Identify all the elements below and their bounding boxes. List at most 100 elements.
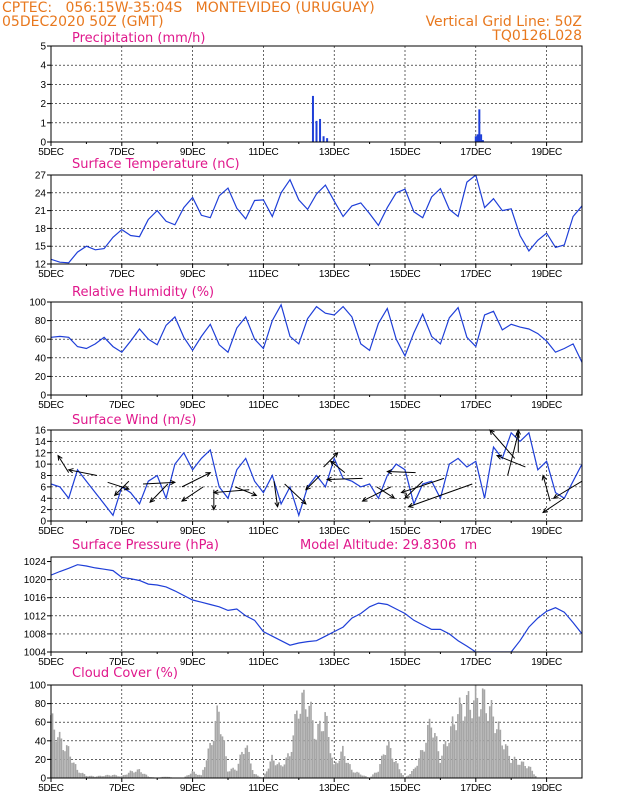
cloud-bar <box>216 705 218 778</box>
cloud-bar <box>393 761 395 778</box>
cloud-bar <box>430 727 433 778</box>
cloud-bar <box>122 775 125 778</box>
cloud-bar <box>497 721 500 778</box>
precip-xtick-label: 15DEC <box>390 147 421 158</box>
cloud-xtick-label: 19DEC <box>531 783 562 794</box>
precip-bar <box>481 140 484 142</box>
wind-arrow-head <box>181 496 188 502</box>
cloud-bar <box>527 766 530 778</box>
wind-arrow-head <box>57 454 63 461</box>
wind-arrow <box>387 471 416 474</box>
cloud-frame <box>50 684 583 779</box>
cloud-bar <box>207 748 210 778</box>
wind-arrow-head <box>407 502 414 508</box>
cloud-bar <box>524 766 526 778</box>
cloud-bar <box>191 770 194 778</box>
cloud-bar <box>219 734 222 778</box>
cloud-bar <box>81 772 84 778</box>
cloud-bar <box>492 716 495 778</box>
cloud-bar <box>517 764 519 778</box>
wind-arrow-head <box>305 484 311 491</box>
wind-arrow <box>362 486 392 502</box>
wind-arrow-head <box>542 507 549 514</box>
precip-ytick-label: 1 <box>40 118 46 129</box>
cloud-bar <box>446 746 449 778</box>
precip-frame <box>50 45 583 143</box>
cloud-bar <box>74 764 77 778</box>
cloud-bar <box>432 737 434 778</box>
wind-arrow <box>68 469 98 476</box>
cloud-bar <box>439 762 441 778</box>
cloud-bar <box>278 762 280 778</box>
cloud-bar <box>499 729 502 778</box>
header-location: CPTEC: 056:15W-35:04S MONTEVIDEO (URUGUA… <box>2 0 375 16</box>
cloud-bar <box>319 720 321 778</box>
cloud-bar <box>441 755 443 778</box>
cloud-bar <box>534 775 537 778</box>
cloud-bar <box>195 773 197 778</box>
wind-arrow-head <box>211 504 217 511</box>
cloud-bar <box>359 774 362 778</box>
wind-ytick-label: 6 <box>40 482 46 493</box>
cloud-bar <box>354 772 357 778</box>
cloud-bar <box>414 767 417 778</box>
wind-arrow <box>327 477 363 480</box>
temperature-xtick-label: 19DEC <box>531 269 562 280</box>
cloud-bar <box>186 775 188 778</box>
wind-ytick-label: 8 <box>40 471 46 482</box>
cloud-bar <box>511 760 514 778</box>
wind-xtick-label: 5DEC <box>38 526 64 537</box>
wind-arrow-head <box>552 493 559 499</box>
wind-arrow-head <box>389 493 396 499</box>
pressure-xtick-label: 11DEC <box>248 657 278 668</box>
cloud-bar <box>444 741 447 778</box>
cloud-bar <box>80 773 82 778</box>
cloud-bar <box>299 713 302 778</box>
pressure-xtick-label: 7DEC <box>109 657 135 668</box>
cloud-bar <box>458 697 461 778</box>
cloud-bar <box>285 757 288 778</box>
cloud-bar <box>212 740 215 778</box>
cloud-bar <box>163 776 165 778</box>
cloud-bar <box>140 772 142 778</box>
cloud-ytick-label: 40 <box>35 736 47 747</box>
cloud-bar <box>267 768 270 778</box>
cloud-bar <box>476 697 479 778</box>
cloud-bar <box>246 745 249 778</box>
wind-arrow <box>273 481 279 507</box>
cloud-bar <box>400 773 403 778</box>
humidity-ytick-label: 40 <box>35 353 47 364</box>
cloud-xtick-label: 11DEC <box>248 783 278 794</box>
cloud-bar <box>471 718 473 778</box>
cloud-bar <box>136 769 139 778</box>
cloud-bar <box>96 776 98 778</box>
precip-xtick-label: 5DEC <box>38 147 64 158</box>
cloud-bar <box>73 762 75 778</box>
pressure-ytick-label: 1004 <box>24 648 47 659</box>
pressure-xtick-label: 19DEC <box>531 657 562 668</box>
cloud-bar <box>501 745 503 778</box>
cloud-bar <box>311 720 314 778</box>
cloud-bar <box>522 761 525 778</box>
cloud-bar <box>65 745 68 778</box>
cloud-bar <box>324 712 326 778</box>
cloud-panel: 0 20 40 60 80 100 5DEC 7DEC 9DEC 11DEC 13DEC 15DEC 1… <box>29 681 583 794</box>
cloud-bar <box>428 718 431 778</box>
cloud-bar <box>460 704 463 778</box>
cloud-bar <box>494 733 496 778</box>
cloud-bar <box>69 756 72 778</box>
wind-ytick-label: 4 <box>40 494 46 505</box>
precip-panel: 0 1 2 3 4 5 5DEC 7DEC 9DEC 11DEC 13DEC 15DEC 17DEC 19… <box>38 42 583 158</box>
cloud-bar <box>506 745 509 778</box>
cloud-bar <box>310 701 312 778</box>
wind-arrow-head <box>329 460 336 467</box>
cloud-bar <box>115 775 118 778</box>
wind-arrow <box>57 455 70 473</box>
precip-title: Precipitation (mm/h) <box>72 31 205 46</box>
precip-bar <box>311 95 314 142</box>
cloud-bar <box>356 771 358 778</box>
cloud-bar <box>331 757 334 778</box>
cloud-bar <box>103 776 105 778</box>
cloud-bar <box>349 764 351 778</box>
cloud-bar <box>274 765 277 778</box>
